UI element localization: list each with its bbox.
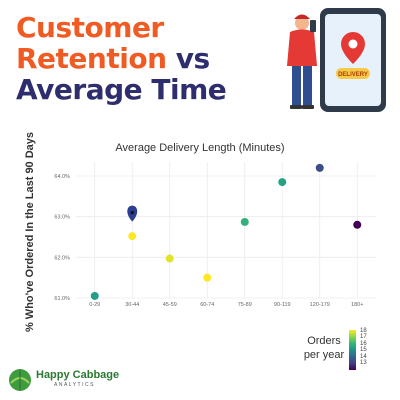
y-tick-label: 64.0%: [54, 174, 70, 180]
legend-tick: 14: [360, 353, 367, 360]
y-tick-label: 63.0%: [54, 215, 70, 221]
x-tick-label: 90-119: [274, 302, 291, 308]
legend-ticks: 18 17 16 15 14 13: [360, 328, 367, 366]
data-point: [165, 254, 174, 263]
chart-title: Average Delivery Length (Minutes): [115, 142, 285, 154]
x-tick-label: 120-179: [310, 302, 330, 308]
legend-tick: 16: [360, 340, 367, 347]
legend-tick: 17: [360, 334, 367, 341]
data-point: [315, 163, 324, 172]
title-line-1: Customer: [16, 11, 164, 44]
legend-tick: 18: [360, 328, 367, 334]
legend-title: Orders per year: [303, 335, 345, 361]
page-title: Customer Retention vs Average Time: [16, 11, 227, 106]
delivery-illustration: DELIVERY: [287, 8, 386, 112]
cabbage-logo-icon: [9, 369, 31, 391]
y-tick-label: 61.0%: [54, 296, 70, 302]
data-point: [278, 178, 287, 187]
title-line-2b: vs: [175, 42, 210, 75]
title-line-2a: Retention: [16, 42, 167, 75]
x-tick-label: 0-29: [89, 302, 100, 308]
person-head: [295, 16, 309, 30]
x-tick-label: 30-44: [125, 302, 139, 308]
brand-name: Happy Cabbage: [36, 369, 120, 381]
data-point: [203, 273, 212, 282]
legend-tick: 13: [360, 360, 367, 367]
y-tick-label: 62.0%: [54, 255, 70, 261]
x-tick-label: 45-59: [163, 302, 177, 308]
title-line-3: Average Time: [16, 73, 227, 106]
x-tick-label: 60-74: [200, 302, 214, 308]
highlight-pin-dot: [130, 211, 134, 215]
legend-tick: 15: [360, 347, 367, 354]
legend-colorbar: [349, 330, 356, 370]
x-tick-label: 75-89: [238, 302, 252, 308]
data-point: [353, 220, 362, 229]
data-point: [240, 217, 249, 226]
brand-subtitle: ANALYTICS: [54, 382, 95, 388]
data-point: [90, 291, 99, 300]
x-tick-label: 180+: [351, 302, 363, 308]
plot-area: [76, 162, 376, 298]
data-point: [128, 232, 137, 241]
sign-text: DELIVERY: [338, 72, 368, 78]
person-body: [287, 29, 317, 66]
